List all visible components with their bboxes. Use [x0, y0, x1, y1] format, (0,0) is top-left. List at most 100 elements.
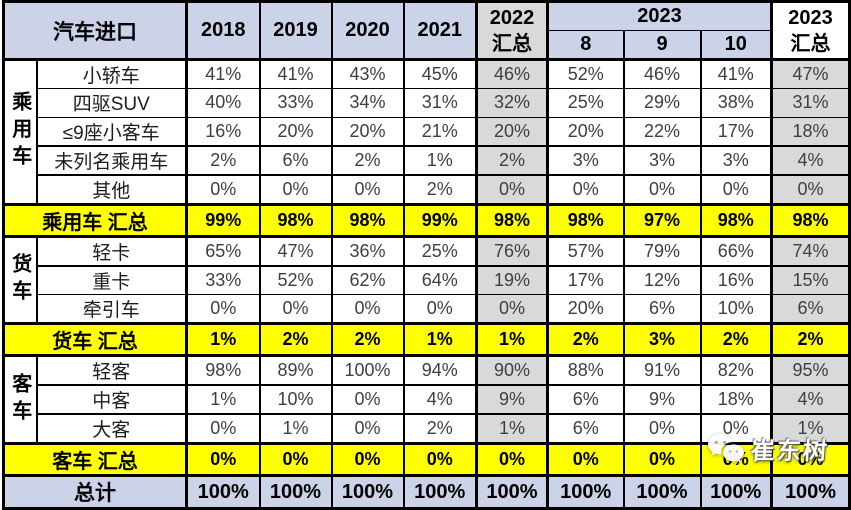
value-cell: 0%: [185, 294, 260, 326]
value-cell: 0%: [770, 174, 851, 206]
row-label: 大客: [36, 414, 187, 446]
value-cell: 29%: [622, 88, 701, 118]
col-header-2023-total-label: 汇总: [790, 32, 831, 55]
value-cell: 95%: [770, 355, 851, 387]
value-cell: 1%: [770, 414, 851, 446]
value-cell: 25%: [547, 88, 624, 118]
value-cell: 57%: [547, 236, 624, 267]
subtotal-value-cell: 98%: [770, 202, 851, 238]
col-header-month-8: 8: [547, 30, 624, 61]
row-label: 小轿车: [36, 59, 187, 89]
value-cell: 6%: [258, 145, 332, 176]
value-cell: 1%: [258, 414, 332, 446]
value-cell: 18%: [770, 117, 851, 147]
value-cell: 0%: [622, 174, 701, 206]
value-cell: 36%: [330, 236, 404, 267]
value-cell: 82%: [699, 355, 772, 387]
value-cell: 33%: [258, 88, 332, 118]
col-header-2023-total-year: 2023: [788, 6, 833, 29]
value-cell: 52%: [258, 265, 332, 296]
subtotal-value-cell: 0%: [402, 442, 477, 478]
value-cell: 0%: [185, 174, 260, 206]
value-cell: 65%: [185, 236, 260, 267]
grand-total-value-cell: 100%: [475, 474, 549, 510]
value-cell: 0%: [402, 294, 477, 326]
subtotal-value-cell: 99%: [185, 202, 260, 238]
value-cell: 19%: [475, 265, 549, 296]
col-header-2022-total: 2022 汇总: [475, 0, 549, 61]
value-cell: 32%: [475, 88, 549, 118]
value-cell: 4%: [770, 385, 851, 416]
value-cell: 38%: [699, 88, 772, 118]
subtotal-value-cell: 98%: [258, 202, 332, 238]
subtotal-value-cell: 0%: [770, 442, 851, 478]
value-cell: 15%: [770, 265, 851, 296]
value-cell: 22%: [622, 117, 701, 147]
value-cell: 79%: [622, 236, 701, 267]
subtotal-label-bus: 客车 汇总: [2, 442, 187, 478]
col-header-month-9: 9: [622, 30, 701, 61]
value-cell: 9%: [475, 385, 549, 416]
value-cell: 45%: [402, 59, 477, 89]
value-cell: 20%: [330, 117, 404, 147]
row-label: 重卡: [36, 265, 187, 296]
value-cell: 66%: [699, 236, 772, 267]
table-body: 乘用车 小轿车 41% 41% 43% 45% 46% 52% 46% 41% 47% 四驱SUV 40…: [2, 59, 851, 510]
subtotal-value-cell: 1%: [475, 322, 549, 358]
value-cell: 16%: [185, 117, 260, 147]
subtotal-value-cell: 0%: [547, 442, 624, 478]
value-cell: 74%: [770, 236, 851, 267]
subtotal-value-cell: 0%: [185, 442, 260, 478]
value-cell: 94%: [402, 355, 477, 387]
value-cell: 76%: [475, 236, 549, 267]
subtotal-value-cell: 2%: [770, 322, 851, 358]
value-cell: 33%: [185, 265, 260, 296]
col-header-2018: 2018: [185, 0, 260, 61]
row-label: 未列名乘用车: [36, 145, 187, 176]
value-cell: 91%: [622, 355, 701, 387]
grand-total-value-cell: 100%: [770, 474, 851, 510]
subtotal-value-cell: 98%: [547, 202, 624, 238]
value-cell: 100%: [330, 355, 404, 387]
value-cell: 18%: [699, 385, 772, 416]
row-label: 轻卡: [36, 236, 187, 267]
value-cell: 9%: [622, 385, 701, 416]
value-cell: 52%: [547, 59, 624, 89]
value-cell: 88%: [547, 355, 624, 387]
subtotal-value-cell: 2%: [330, 322, 404, 358]
value-cell: 10%: [699, 294, 772, 326]
value-cell: 0%: [622, 414, 701, 446]
value-cell: 0%: [475, 174, 549, 206]
value-cell: 0%: [699, 174, 772, 206]
col-header-2022-total-year: 2022: [489, 6, 535, 29]
subtotal-value-cell: 1%: [402, 322, 477, 358]
value-cell: 6%: [622, 294, 701, 326]
value-cell: 20%: [475, 117, 549, 147]
col-header-2023-total: 2023 汇总: [770, 0, 851, 61]
subtotal-value-cell: 99%: [402, 202, 477, 238]
col-header-2022-total-label: 汇总: [492, 32, 532, 55]
grand-total-value-cell: 100%: [699, 474, 772, 510]
value-cell: 40%: [185, 88, 260, 118]
value-cell: 0%: [330, 414, 404, 446]
subtotal-value-cell: 0%: [330, 442, 404, 478]
value-cell: 6%: [547, 414, 624, 446]
value-cell: 41%: [185, 59, 260, 89]
value-cell: 0%: [258, 294, 332, 326]
value-cell: 0%: [330, 294, 404, 326]
subtotal-value-cell: 98%: [330, 202, 404, 238]
subtotal-value-cell: 1%: [185, 322, 260, 358]
value-cell: 20%: [547, 294, 624, 326]
subtotal-value-cell: 97%: [622, 202, 701, 238]
value-cell: 64%: [402, 265, 477, 296]
row-label: 四驱SUV: [36, 88, 187, 118]
value-cell: 0%: [330, 174, 404, 206]
value-cell: 17%: [547, 265, 624, 296]
value-cell: 12%: [622, 265, 701, 296]
value-cell: 2%: [402, 174, 477, 206]
row-label: ≤9座小客车: [36, 117, 187, 147]
value-cell: 3%: [547, 145, 624, 176]
value-cell: 1%: [475, 414, 549, 446]
grand-total-value-cell: 100%: [330, 474, 404, 510]
